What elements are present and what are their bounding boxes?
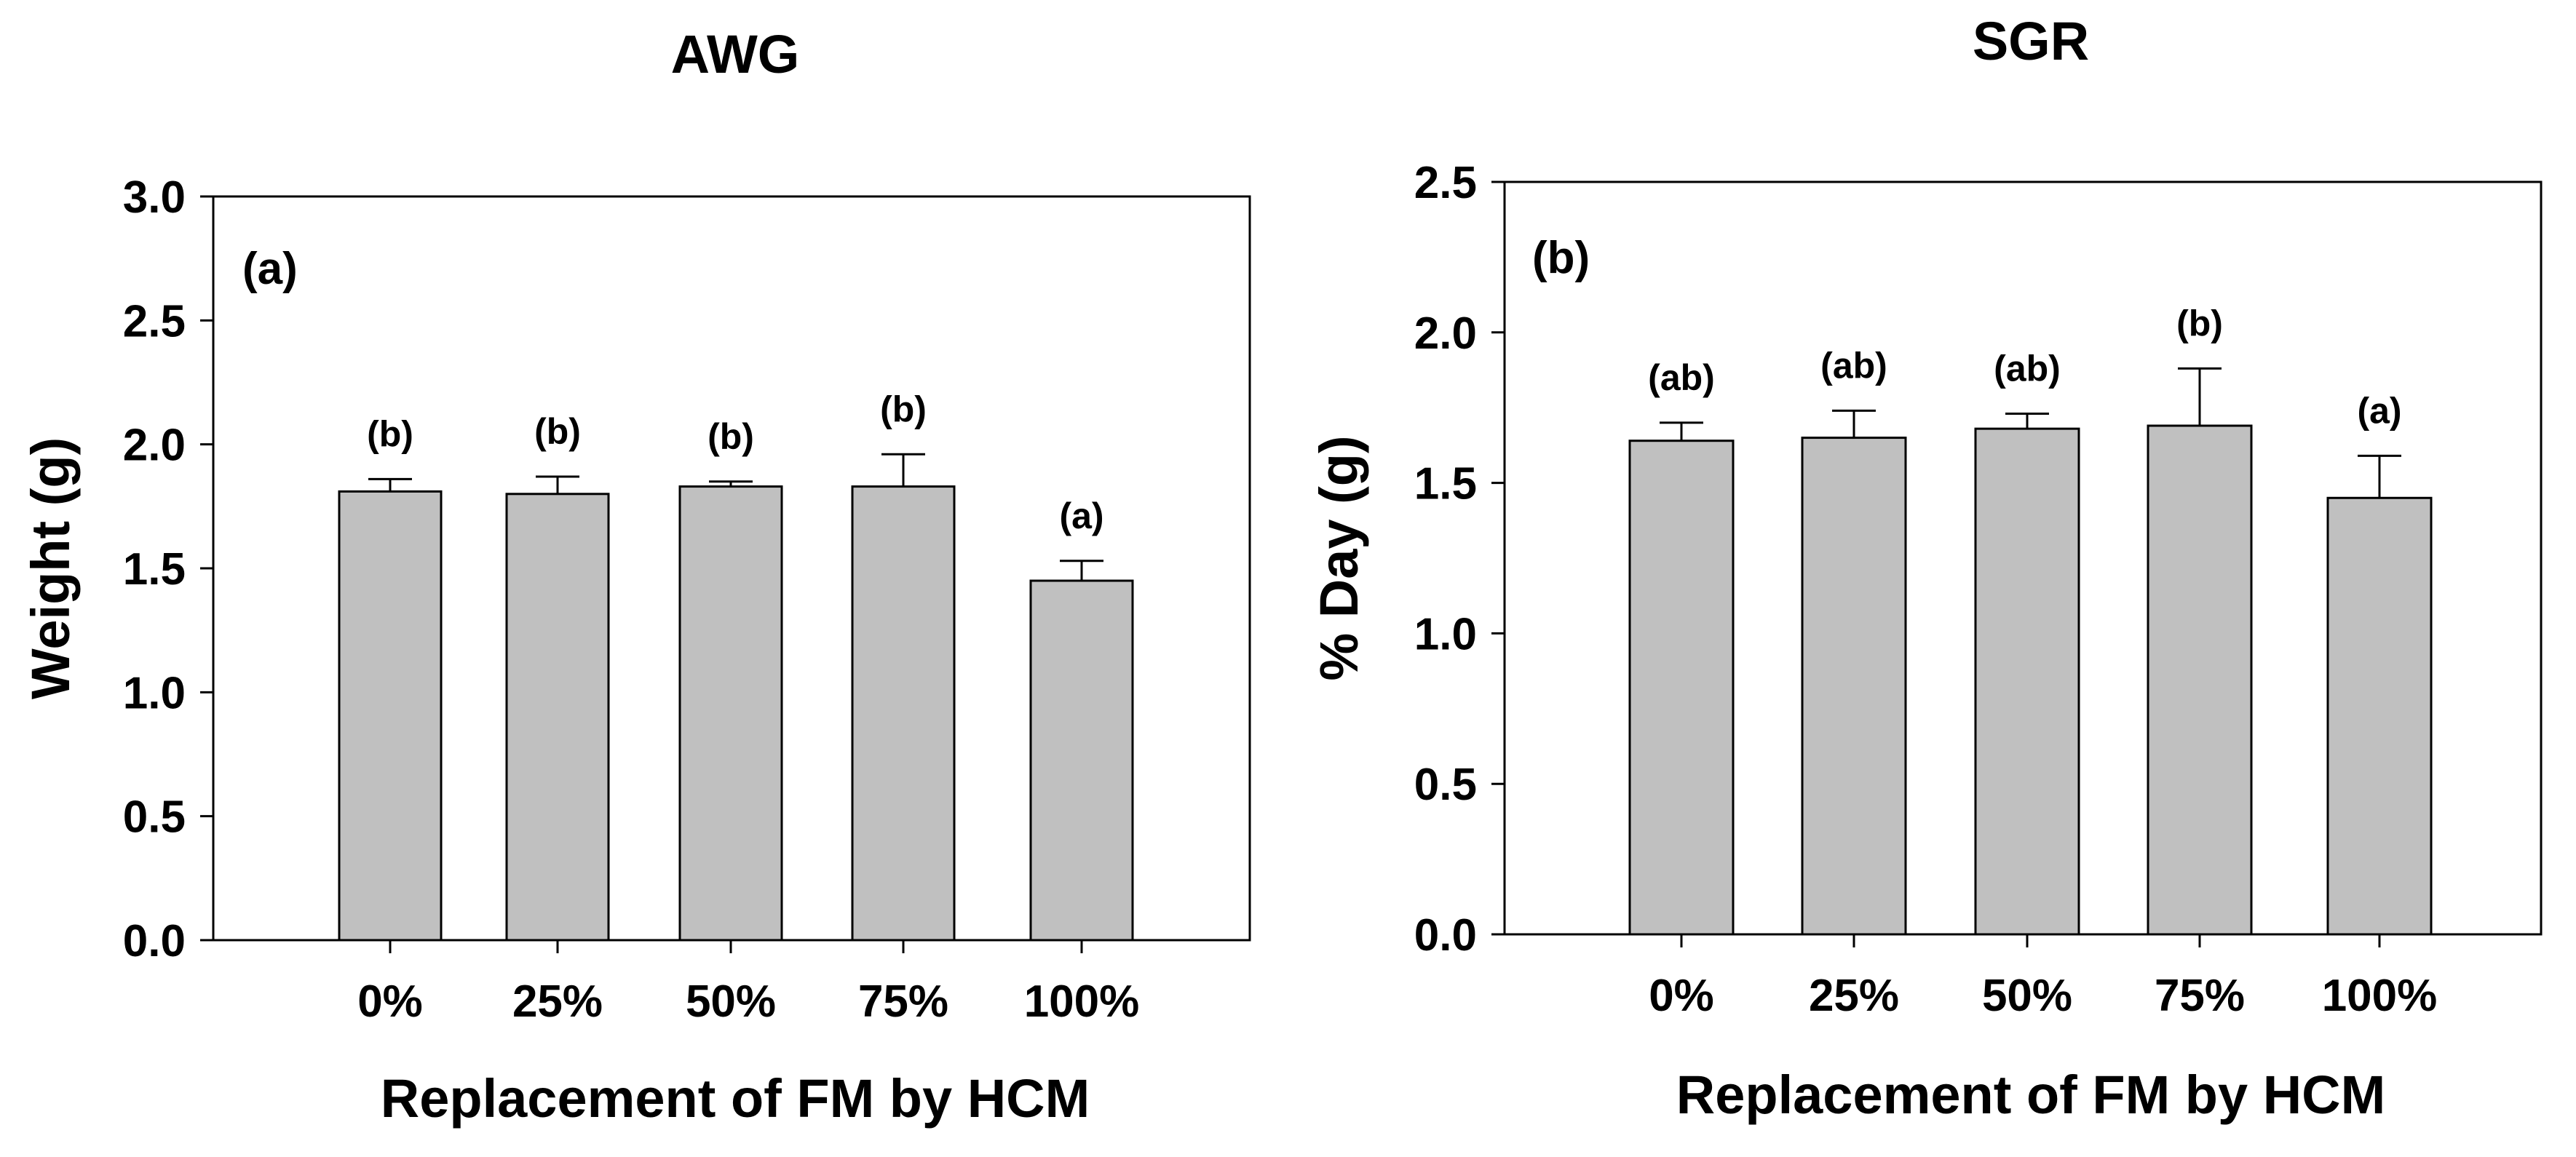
bar-sgr-1 bbox=[1801, 437, 1907, 936]
x-tick-label-sgr-1: 25% bbox=[1809, 971, 1899, 1021]
x-tick-label-sgr-2: 50% bbox=[1982, 971, 2072, 1021]
bar-sgr-2 bbox=[1974, 427, 2080, 936]
y-tick-label-awg-2: 1.0 bbox=[123, 668, 186, 718]
significance-label-sgr-4: (a) bbox=[2357, 390, 2401, 431]
x-axis-label-awg: Replacement of FM by HCM bbox=[381, 1068, 1090, 1129]
x-tick-label-awg-2: 50% bbox=[686, 977, 776, 1027]
x-tick-label-awg-4: 100% bbox=[1024, 977, 1140, 1027]
bar-awg-1 bbox=[505, 493, 610, 942]
y-tick-label-awg-0: 0.0 bbox=[123, 916, 186, 966]
significance-label-awg-1: (b) bbox=[534, 411, 581, 452]
x-tick-label-sgr-4: 100% bbox=[2322, 971, 2438, 1021]
significance-label-sgr-1: (ab) bbox=[1820, 345, 1887, 386]
y-tick-label-awg-4: 2.0 bbox=[123, 421, 186, 471]
y-tick-label-awg-3: 1.5 bbox=[123, 544, 186, 595]
significance-label-awg-0: (b) bbox=[367, 413, 413, 454]
chart-panel-awg: AWG (a) Weight (g) Replacement of FM by … bbox=[20, 24, 1251, 1129]
x-tick-label-awg-0: 0% bbox=[357, 977, 423, 1027]
x-axis-label-sgr: Replacement of FM by HCM bbox=[1676, 1065, 2385, 1125]
y-tick-label-awg-5: 2.5 bbox=[123, 296, 186, 346]
y-axis-label-awg: Weight (g) bbox=[20, 437, 81, 699]
x-tick-label-awg-3: 75% bbox=[858, 977, 948, 1027]
x-tick-label-sgr-3: 75% bbox=[2155, 971, 2245, 1021]
y-tick-label-sgr-0: 0.0 bbox=[1414, 910, 1477, 961]
y-tick-label-sgr-2: 1.0 bbox=[1414, 609, 1477, 659]
significance-label-awg-3: (b) bbox=[880, 389, 927, 429]
y-tick-label-sgr-3: 1.5 bbox=[1414, 459, 1477, 509]
chart-title-sgr: SGR bbox=[1973, 11, 2089, 71]
y-tick-label-awg-1: 0.5 bbox=[123, 792, 186, 843]
panel-label-a: (a) bbox=[242, 244, 298, 294]
chart-title-awg: AWG bbox=[671, 24, 800, 84]
bar-sgr-3 bbox=[2147, 424, 2253, 936]
significance-label-awg-2: (b) bbox=[708, 416, 754, 457]
y-tick-label-sgr-4: 2.0 bbox=[1414, 309, 1477, 359]
x-tick-label-sgr-0: 0% bbox=[1649, 971, 1714, 1021]
y-tick-label-sgr-1: 0.5 bbox=[1414, 760, 1477, 810]
y-axis-label-sgr: % Day (g) bbox=[1309, 435, 1369, 680]
significance-label-sgr-0: (ab) bbox=[1648, 357, 1715, 398]
bar-awg-3 bbox=[851, 485, 956, 942]
bar-awg-2 bbox=[678, 485, 783, 942]
bar-awg-4 bbox=[1029, 579, 1134, 942]
bar-awg-0 bbox=[338, 490, 443, 942]
chart-panel-sgr: SGR (b) % Day (g) Replacement of FM by H… bbox=[1309, 11, 2543, 1125]
chart-marks-sgr: 0.0 0.5 1.0 1.5 2.0 2.5 (ab) 0% (ab) 25% (ab) 50% (b… bbox=[1414, 158, 2437, 1021]
chart-marks-awg: 0.0 0.5 1.0 1.5 2.0 2.5 3.0 (b) 0% (b) 25% (b) 50% (b… bbox=[123, 172, 1139, 1027]
y-tick-label-sgr-5: 2.5 bbox=[1414, 158, 1477, 208]
significance-label-awg-4: (a) bbox=[1059, 496, 1103, 536]
x-tick-label-awg-1: 25% bbox=[512, 977, 603, 1027]
bar-sgr-4 bbox=[2326, 496, 2433, 936]
panel-label-b: (b) bbox=[1532, 233, 1590, 283]
bar-sgr-0 bbox=[1628, 440, 1735, 936]
significance-label-sgr-2: (ab) bbox=[1994, 348, 2061, 389]
significance-label-sgr-3: (b) bbox=[2176, 303, 2223, 343]
y-tick-label-awg-6: 3.0 bbox=[123, 172, 186, 223]
